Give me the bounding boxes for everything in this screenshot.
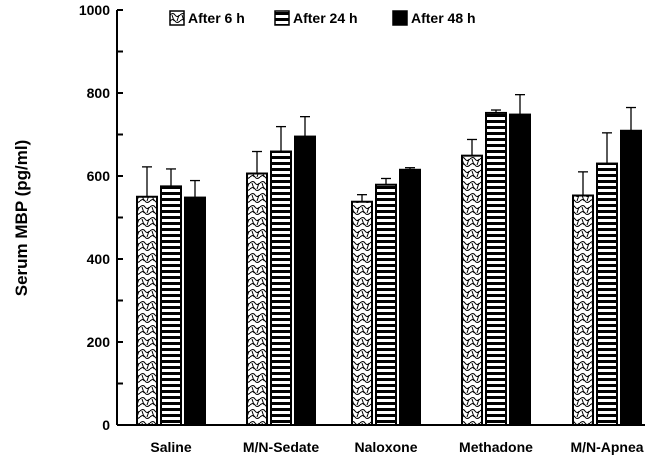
legend-label: After 48 h [411, 10, 476, 26]
y-tick-label: 400 [87, 251, 111, 267]
y-tick-label: 200 [87, 334, 111, 350]
y-axis-label: Serum MBP (pg/ml) [12, 140, 31, 296]
bar-after-24-h [270, 150, 292, 426]
legend-label: After 6 h [188, 10, 245, 26]
legend-swatch [274, 10, 290, 26]
legend-swatch [392, 10, 408, 26]
x-tick-label: Methadone [459, 439, 533, 455]
x-tick-label: M/N-Sedate [243, 439, 319, 455]
legend-swatch [169, 10, 185, 26]
y-tick-label: 1000 [79, 2, 110, 18]
y-tick-label: 0 [102, 417, 110, 433]
bar-after-24-h [160, 185, 182, 426]
bar-after-24-h [375, 183, 397, 426]
y-tick-label: 600 [87, 168, 111, 184]
x-tick-label: Saline [150, 439, 191, 455]
x-tick-label: M/N-Apnea [570, 439, 643, 455]
bar-after-48-h [399, 168, 421, 426]
bar-after-48-h [294, 135, 316, 426]
bar-after-6-h [351, 200, 373, 426]
bar-after-24-h [596, 162, 618, 427]
bar-after-48-h [509, 113, 531, 427]
bar-after-24-h [485, 111, 507, 426]
legend-label: After 24 h [293, 10, 358, 26]
bar-after-6-h [461, 154, 483, 426]
bar-after-48-h [620, 129, 642, 426]
y-tick-label: 800 [87, 85, 111, 101]
bar-after-6-h [246, 172, 268, 426]
x-tick-label: Naloxone [354, 439, 417, 455]
bar-after-6-h [136, 195, 158, 426]
bar-after-6-h [572, 194, 594, 426]
bar-after-48-h [184, 196, 206, 426]
